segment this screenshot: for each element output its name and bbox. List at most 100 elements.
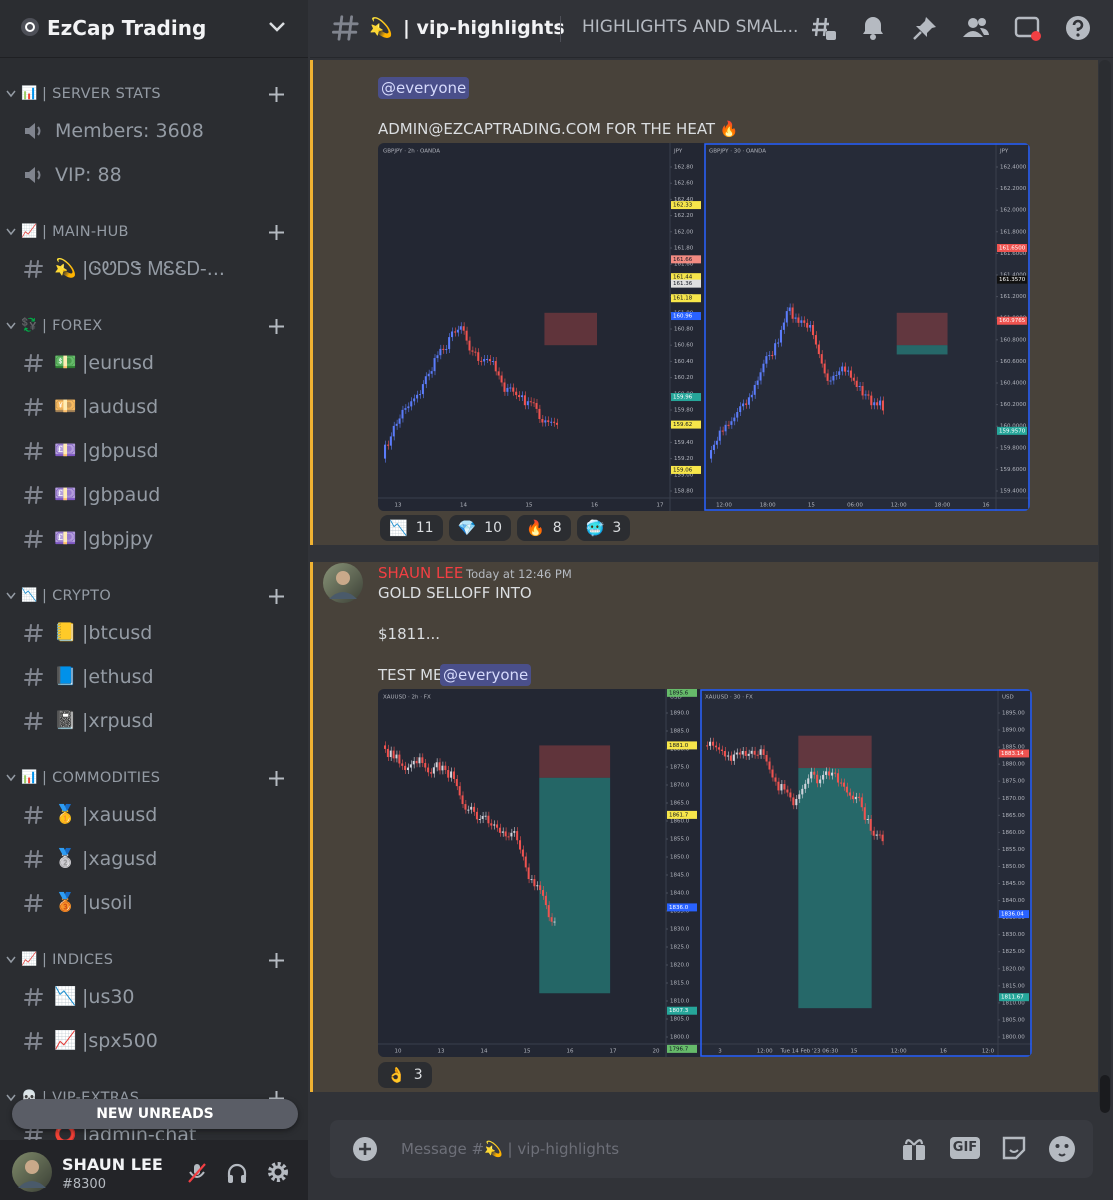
price-tick-label: 160.60	[674, 343, 694, 349]
candle-body	[838, 371, 841, 375]
mention-bar	[310, 562, 313, 1092]
reaction[interactable]: 👌 3	[378, 1062, 432, 1088]
add-channel-icon-part	[269, 225, 284, 240]
candle-body	[765, 754, 768, 762]
candle-body	[416, 394, 419, 399]
candle-body	[550, 421, 553, 423]
price-tick-label: 1890.00	[1002, 728, 1025, 734]
candle-body	[415, 760, 418, 764]
emoji-icon-part	[1055, 1144, 1060, 1148]
price-tick-label: 1805.00	[1002, 1017, 1025, 1023]
time-tick-label: 16	[567, 1049, 574, 1055]
candle-body	[485, 359, 489, 361]
time-tick-label: 16	[591, 503, 598, 509]
channel-name: |gbpjpy	[82, 527, 154, 550]
candle-body	[395, 754, 398, 759]
new-unreads-pill[interactable]: NEW UNREADS	[12, 1099, 298, 1129]
price-tick-label: 160.0000	[1000, 424, 1027, 430]
price-tag-label: 160.9765	[999, 318, 1026, 324]
price-tag-label: 1883.14	[1001, 751, 1024, 757]
reaction[interactable]: 🥶 3	[576, 515, 631, 541]
candle-body	[533, 879, 536, 887]
reaction-emoji: 💎	[457, 519, 477, 537]
candle-body	[797, 317, 800, 323]
hash-icon-part	[24, 1032, 43, 1050]
candle-body	[483, 359, 486, 362]
candle-body	[829, 380, 832, 382]
candle-body	[544, 420, 547, 423]
price-tag-label: 159.96	[673, 395, 693, 401]
candle-body	[800, 320, 803, 323]
price-tag-label: 161.18	[673, 296, 693, 302]
reaction-emoji: 👌	[387, 1066, 406, 1084]
price-tick-label: 161.8000	[1000, 229, 1027, 235]
candle-body	[872, 830, 875, 836]
candle-body	[448, 337, 451, 350]
candle-body	[444, 765, 447, 771]
candle-body	[777, 342, 780, 344]
price-tick-label: 1800.00	[1002, 1035, 1025, 1041]
voice-channel-icon	[25, 123, 41, 139]
reaction[interactable]: 📉 11	[380, 515, 443, 541]
candle-body	[384, 745, 387, 749]
candle-body	[723, 750, 726, 757]
gift-icon	[903, 1139, 925, 1160]
price-tick-label: 1870.00	[1002, 796, 1025, 802]
candle-body	[418, 394, 422, 396]
position-zone-profit	[539, 777, 611, 994]
time-tick-label: 15	[524, 1049, 531, 1055]
hash-icon-part	[24, 668, 43, 686]
server-icon	[21, 18, 39, 36]
price-tick-label: 160.20	[674, 375, 694, 381]
chart-screenshot[interactable]: GBPJPY · 2h · OANDA JPY 162.80 162.60 162.40…	[378, 143, 1030, 511]
time-tick-label: 15	[526, 503, 533, 509]
price-tag-label: 1807.3	[669, 1008, 689, 1014]
candle-body	[795, 798, 798, 806]
price-tick-label: 160.4000	[1000, 381, 1027, 387]
candle-body	[851, 795, 854, 800]
candle-body	[477, 352, 480, 361]
candle-body	[490, 823, 493, 826]
price-tag	[997, 275, 1027, 284]
price-tick-label: 162.00	[674, 229, 694, 235]
price-tag	[671, 255, 701, 264]
price-tick-label: 1860.00	[1002, 830, 1025, 836]
hash-icon-part	[24, 530, 43, 548]
reaction[interactable]: 🔥 8	[517, 515, 571, 541]
candle-body	[736, 412, 739, 418]
candle-body	[820, 354, 823, 364]
price-tag	[667, 1044, 697, 1053]
price-tick-label: 1855.0	[670, 837, 690, 843]
price-axis-unit: JPY	[673, 149, 683, 155]
candle-body	[848, 792, 851, 796]
chart-header: XAUUSD · 30 · FX	[705, 695, 753, 701]
price-tag	[671, 279, 701, 288]
threads-icon-part	[826, 31, 836, 40]
candle-body	[520, 395, 523, 398]
candle-body	[484, 815, 487, 817]
author-avatar-part	[329, 592, 357, 599]
time-tick-label: 13	[395, 503, 402, 509]
candle-body	[809, 324, 812, 328]
candle-body	[750, 394, 753, 398]
candle-body	[873, 402, 876, 406]
channel-emoji: 📒	[54, 622, 77, 644]
reaction-row: 📉 11 💎 10 🔥 8 🥶 3	[380, 515, 631, 541]
price-tick-label: 161.80	[674, 246, 694, 252]
candle-body	[744, 403, 748, 405]
inbox-icon	[1014, 16, 1041, 41]
category-chevron-part	[6, 774, 16, 782]
candle-body	[398, 754, 401, 764]
chart-screenshot[interactable]: XAUUSD · 2h · FX USD 1890.0 1885.0 1880.0 187…	[378, 689, 1032, 1057]
candle-body	[806, 322, 809, 328]
reaction-count: 3	[612, 520, 622, 536]
headphones-icon-part	[227, 1163, 247, 1177]
gif-button[interactable]: GIF	[950, 1137, 980, 1159]
reaction[interactable]: 💎 10	[448, 515, 512, 541]
members-icon-part	[968, 18, 978, 28]
price-tick-label: 1880.00	[1002, 762, 1025, 768]
candle-body	[529, 401, 532, 403]
candle-body	[832, 375, 835, 381]
candle-body	[717, 747, 720, 750]
candle-body	[513, 831, 516, 833]
